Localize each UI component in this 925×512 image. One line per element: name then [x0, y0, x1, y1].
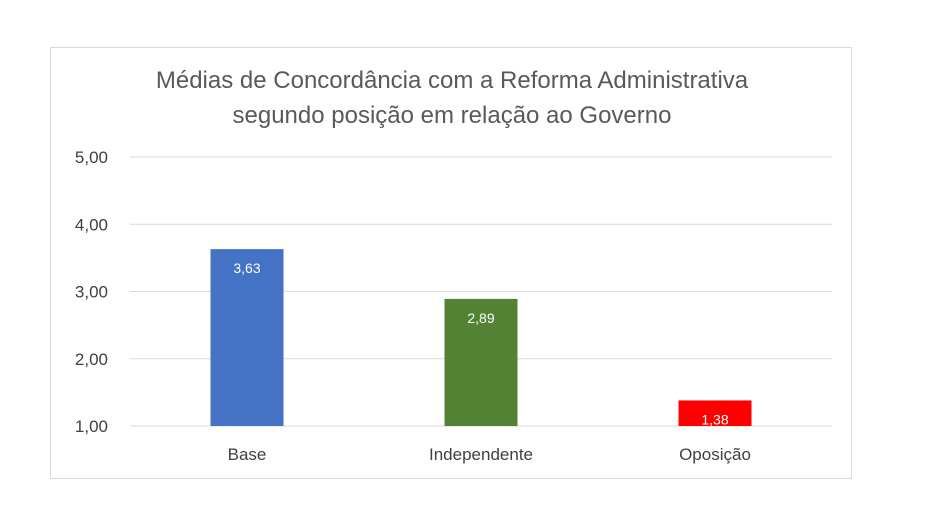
- y-axis-ticks: 1,00 2,00 3,00 4,00 5,00: [75, 148, 108, 436]
- category-labels: Base Independente Oposição: [228, 445, 751, 464]
- data-labels: 3,63 2,89 1,38: [233, 260, 728, 427]
- data-label: 3,63: [233, 260, 260, 276]
- category-label: Oposição: [679, 445, 751, 464]
- bars: [210, 249, 752, 426]
- category-label: Independente: [429, 445, 533, 464]
- y-tick-label: 2,00: [75, 350, 108, 369]
- bar-independente: [444, 298, 518, 426]
- data-label: 1,38: [701, 411, 728, 427]
- bar-base: [210, 249, 284, 426]
- chart-title-line-1: Médias de Concordância com a Reforma Adm…: [156, 67, 749, 94]
- bar-oposição: [678, 400, 752, 426]
- y-tick-label: 4,00: [75, 215, 108, 234]
- data-label: 2,89: [467, 310, 494, 326]
- category-label: Base: [228, 445, 267, 464]
- y-tick-label: 5,00: [75, 148, 108, 167]
- y-tick-label: 3,00: [75, 283, 108, 302]
- chart-title-line-2: segundo posição em relação ao Governo: [233, 102, 672, 129]
- y-tick-label: 1,00: [75, 417, 108, 436]
